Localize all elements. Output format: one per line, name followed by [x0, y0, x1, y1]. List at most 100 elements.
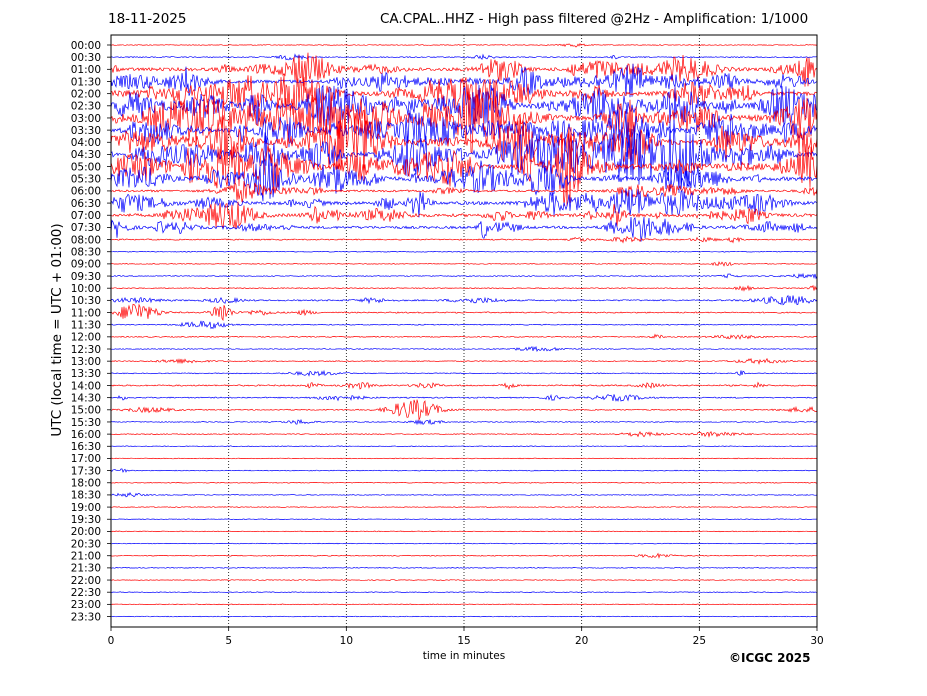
trace-0530	[110, 154, 818, 202]
row-label: 05:00	[71, 161, 101, 173]
trace-1130	[110, 320, 818, 330]
trace-0730	[110, 216, 818, 242]
row-label: 03:30	[71, 125, 101, 137]
trace-1330	[110, 369, 818, 377]
trace-1800	[110, 481, 818, 484]
row-label: 00:30	[71, 52, 101, 64]
x-tick-label: 25	[693, 635, 706, 647]
row-label: 02:30	[71, 101, 101, 113]
row-label: 03:00	[71, 113, 101, 125]
row-label: 09:30	[71, 271, 101, 283]
row-label: 01:30	[71, 76, 101, 88]
row-label: 04:00	[71, 137, 101, 149]
row-label: 20:30	[71, 538, 101, 550]
trace-0200	[110, 75, 817, 116]
trace-0400	[110, 106, 818, 182]
row-label: 19:30	[71, 514, 101, 526]
trace-0300	[110, 82, 818, 155]
row-label: 12:00	[71, 332, 101, 344]
row-label: 05:30	[71, 174, 101, 186]
row-label: 00:00	[71, 40, 101, 52]
row-label: 16:30	[71, 441, 101, 453]
row-label: 02:00	[71, 88, 101, 100]
trace-0430	[110, 119, 818, 194]
trace-2100	[110, 552, 818, 559]
trace-2200	[110, 579, 818, 581]
row-label: 01:00	[71, 64, 101, 76]
row-label: 23:30	[71, 611, 101, 623]
row-label: 21:00	[71, 551, 101, 563]
trace-0700	[110, 201, 818, 229]
x-tick-label: 0	[108, 635, 115, 647]
trace-1930	[111, 518, 817, 521]
row-label: 10:00	[71, 283, 101, 295]
copyright-label: ©ICGC 2025	[729, 651, 811, 665]
trace-2130	[110, 567, 818, 569]
row-label: 12:30	[71, 344, 101, 356]
trace-1100	[110, 303, 818, 322]
x-axis-label: time in minutes	[422, 650, 506, 662]
date-label: 18-11-2025	[108, 11, 187, 27]
x-tick-label: 30	[810, 635, 823, 647]
row-label: 13:30	[71, 368, 101, 380]
trace-1300	[110, 357, 818, 365]
trace-1030	[110, 294, 818, 306]
row-label: 07:30	[71, 222, 101, 234]
row-label: 19:00	[71, 502, 101, 514]
trace-0330	[110, 109, 818, 157]
trace-1600	[110, 430, 818, 438]
trace-0600	[110, 180, 818, 203]
row-label: 17:30	[71, 465, 101, 477]
trace-1200	[110, 333, 818, 340]
trace-1230	[110, 345, 818, 352]
trace-0900	[110, 261, 818, 267]
trace-1000	[110, 284, 818, 292]
row-label: 20:00	[71, 526, 101, 538]
trace-1900	[110, 506, 818, 508]
trace-1430	[110, 393, 818, 402]
row-label: 21:30	[71, 563, 101, 575]
trace-1500	[110, 399, 818, 422]
row-label: 16:00	[71, 429, 101, 441]
row-label: 23:00	[71, 599, 101, 611]
trace-1400	[110, 381, 818, 391]
trace-2000	[110, 530, 818, 533]
trace-1830	[110, 491, 818, 498]
x-tick-label: 15	[457, 635, 470, 647]
row-label: 22:30	[71, 587, 101, 599]
row-label: 06:30	[71, 198, 101, 210]
row-label: 18:30	[71, 490, 101, 502]
trace-0100	[110, 52, 818, 88]
row-label: 13:00	[71, 356, 101, 368]
trace-0030	[110, 53, 818, 61]
x-tick-label: 10	[340, 635, 353, 647]
row-label: 17:00	[71, 453, 101, 465]
row-label: 22:00	[71, 575, 101, 587]
x-tick-label: 20	[575, 635, 588, 647]
row-label: 07:00	[71, 210, 101, 222]
trace-0230	[110, 84, 818, 127]
row-label: 14:30	[71, 392, 101, 404]
row-label: 08:30	[71, 247, 101, 259]
row-label: 15:30	[71, 417, 101, 429]
row-label: 10:30	[71, 295, 101, 307]
chart-title: CA.CPAL..HHZ - High pass filtered @2Hz -…	[380, 11, 809, 27]
trace-0830	[110, 250, 818, 253]
row-label: 18:00	[71, 478, 101, 490]
x-tick-label: 5	[225, 635, 232, 647]
trace-0630	[110, 188, 818, 218]
trace-2330	[110, 615, 818, 618]
row-label: 14:00	[71, 380, 101, 392]
trace-2230	[110, 591, 818, 594]
row-label: 15:00	[71, 405, 101, 417]
row-label: 04:30	[71, 149, 101, 161]
row-label: 11:30	[71, 319, 101, 331]
row-label: 09:00	[71, 259, 101, 271]
row-label: 11:00	[71, 307, 101, 319]
trace-2030	[110, 542, 818, 545]
trace-1630	[110, 445, 818, 448]
trace-1530	[110, 418, 818, 426]
row-label: 06:00	[71, 186, 101, 198]
row-label: 08:00	[71, 234, 101, 246]
